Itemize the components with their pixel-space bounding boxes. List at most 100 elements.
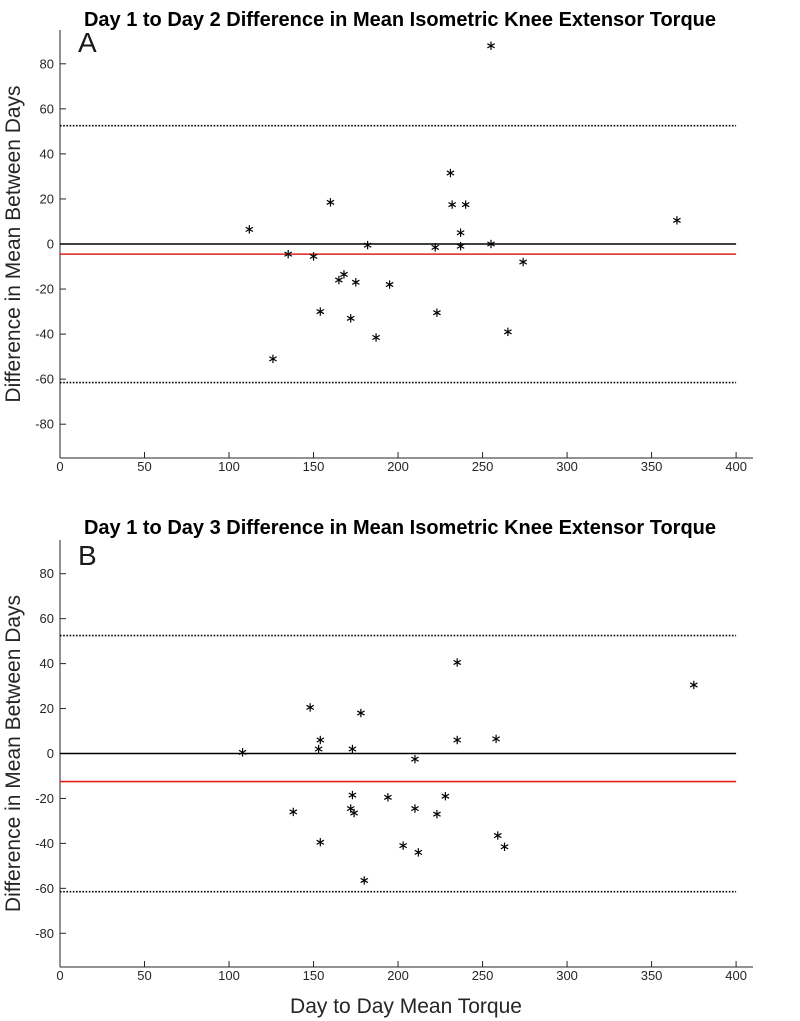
x-tick-label: 400: [725, 968, 747, 983]
x-tick-label: 350: [641, 459, 663, 474]
marker-stroke: [245, 226, 254, 232]
marker-stroke: [456, 243, 465, 249]
data-point: [383, 793, 392, 802]
marker-stroke: [492, 736, 501, 742]
x-tick-label: 200: [387, 459, 409, 474]
x-tick-label: 0: [56, 459, 63, 474]
data-point: [245, 225, 254, 234]
y-tick-label: -20: [35, 791, 54, 806]
marker-stroke: [363, 242, 372, 248]
data-point: [456, 228, 465, 237]
marker-stroke: [446, 170, 455, 176]
data-point: [316, 307, 325, 316]
data-point: [238, 748, 247, 757]
marker-stroke: [314, 746, 323, 752]
marker-stroke: [411, 756, 419, 762]
data-point: [289, 807, 298, 817]
marker-stroke: [340, 271, 348, 278]
marker-stroke: [383, 794, 392, 800]
x-tick-label: 300: [556, 459, 578, 474]
x-tick-label: 150: [303, 968, 325, 983]
data-point: [309, 252, 318, 261]
marker-stroke: [306, 704, 315, 711]
data-point: [461, 200, 470, 209]
marker-stroke: [519, 259, 528, 265]
x-tick-label: 300: [556, 968, 578, 983]
chart-title: Day 1 to Day 2 Difference in Mean Isomet…: [84, 9, 716, 31]
panel-b: Day 1 to Day 3 Difference in Mean Isomet…: [2, 517, 753, 1018]
marker-stroke: [411, 805, 419, 812]
marker-stroke: [334, 277, 343, 283]
data-point: [448, 200, 457, 209]
data-point: [360, 876, 369, 885]
y-tick-label: 20: [40, 191, 54, 206]
marker-stroke: [316, 308, 325, 315]
data-point: [432, 308, 441, 317]
y-tick-label: 40: [40, 656, 54, 671]
marker-stroke: [316, 737, 325, 743]
y-axis-label: Difference in Mean Between Days: [2, 595, 25, 912]
data-point: [487, 239, 495, 249]
data-point: [326, 198, 335, 207]
marker-stroke: [348, 792, 357, 798]
marker-stroke: [350, 810, 359, 816]
y-tick-label: -40: [35, 327, 54, 342]
data-point: [306, 703, 315, 712]
data-point: [346, 314, 355, 323]
data-point: [350, 808, 359, 818]
y-tick-label: 20: [40, 701, 54, 716]
marker-stroke: [360, 877, 369, 884]
data-point: [441, 792, 450, 801]
marker-stroke: [269, 356, 277, 362]
y-tick-label: 80: [40, 56, 54, 71]
data-point: [356, 708, 365, 718]
marker-stroke: [356, 710, 365, 716]
data-point: [399, 841, 408, 850]
data-point: [453, 658, 462, 667]
data-point: [348, 744, 357, 754]
data-point: [414, 848, 423, 857]
y-tick-label: 0: [47, 746, 54, 761]
x-tick-label: 200: [387, 968, 409, 983]
marker-stroke: [453, 737, 462, 743]
data-point: [351, 278, 360, 287]
x-tick-label: 0: [56, 968, 63, 983]
marker-stroke: [289, 809, 298, 815]
marker-stroke: [326, 199, 335, 205]
marker-stroke: [346, 805, 355, 812]
marker-stroke: [309, 253, 318, 260]
panel-label: B: [78, 540, 97, 571]
marker-stroke: [448, 201, 457, 208]
x-tick-label: 50: [137, 968, 151, 983]
data-point: [269, 354, 277, 364]
marker-stroke: [487, 43, 495, 49]
data-point: [314, 744, 323, 754]
data-point: [411, 804, 419, 813]
data-point: [334, 275, 343, 285]
y-tick-label: -40: [35, 836, 54, 851]
data-point: [284, 249, 293, 259]
panel-a: Day 1 to Day 2 Difference in Mean Isomet…: [2, 9, 753, 474]
marker-stroke: [453, 659, 462, 666]
marker-stroke: [414, 849, 423, 856]
marker-stroke: [689, 682, 698, 688]
marker-stroke: [503, 329, 512, 335]
data-point: [363, 240, 372, 250]
y-tick-label: -20: [35, 282, 54, 297]
data-point: [503, 327, 512, 337]
marker-stroke: [493, 832, 502, 839]
data-point: [348, 790, 357, 800]
y-tick-label: -80: [35, 926, 54, 941]
marker-stroke: [372, 334, 381, 341]
data-point: [411, 754, 419, 764]
data-point: [446, 168, 455, 178]
x-tick-label: 400: [725, 459, 747, 474]
y-tick-label: -60: [35, 881, 54, 896]
data-point: [431, 243, 440, 252]
y-axis-label: Difference in Mean Between Days: [2, 85, 25, 402]
data-point: [432, 809, 441, 819]
marker-stroke: [456, 230, 465, 236]
x-tick-label: 100: [218, 459, 240, 474]
data-point: [500, 842, 509, 851]
